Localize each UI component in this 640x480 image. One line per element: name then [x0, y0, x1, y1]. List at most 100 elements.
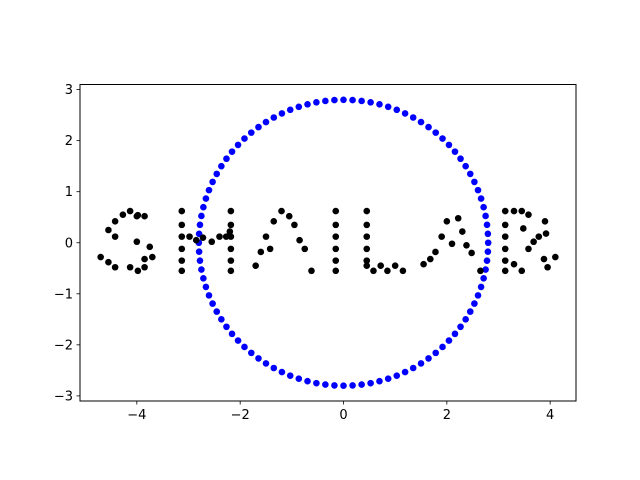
letter-point — [270, 218, 278, 225]
letter-point — [141, 263, 148, 271]
letter-point — [420, 260, 427, 268]
circle-point — [255, 355, 262, 362]
y-tick-label: −1 — [54, 287, 73, 302]
circle-point — [477, 283, 485, 291]
letter-point — [370, 267, 377, 275]
letter-point — [301, 245, 309, 253]
circle-point — [195, 248, 203, 256]
letter-point — [105, 258, 112, 266]
letter-point — [477, 267, 484, 275]
circle-point — [304, 377, 311, 385]
points-layer — [97, 96, 559, 389]
letter-point — [501, 233, 509, 240]
letter-point — [222, 233, 230, 240]
circle-point — [223, 155, 230, 163]
x-tick-label: 2 — [443, 408, 451, 423]
letter-point — [111, 263, 119, 271]
circle-point — [384, 375, 392, 382]
circle-point — [474, 292, 482, 299]
circle-point — [376, 377, 383, 385]
letter-point — [146, 243, 154, 251]
circle-point — [451, 330, 459, 338]
letter-point — [252, 262, 259, 270]
circle-point — [484, 230, 492, 238]
circle-point — [241, 343, 248, 351]
circle-point — [223, 323, 230, 331]
circle-point — [278, 110, 286, 117]
y-tick-label: 1 — [65, 185, 73, 200]
circle-point — [241, 135, 248, 142]
circle-point — [322, 381, 329, 388]
letter-point — [111, 218, 119, 225]
circle-point — [247, 349, 255, 357]
circle-point — [480, 275, 487, 282]
letter-point — [501, 207, 509, 215]
letter-point — [363, 233, 371, 240]
circle-point — [270, 114, 278, 121]
letter-point — [542, 230, 550, 237]
circle-point — [198, 212, 205, 220]
letter-point — [332, 207, 340, 215]
letter-point — [192, 236, 200, 244]
letter-point — [332, 233, 340, 240]
circle-point — [466, 308, 474, 315]
letter-point — [363, 262, 371, 270]
circle-point — [432, 349, 440, 357]
letter-point — [363, 221, 371, 229]
letter-point — [227, 245, 235, 253]
circle-point — [213, 170, 221, 178]
circle-point — [202, 283, 210, 291]
letter-point — [363, 207, 371, 215]
letter-point — [535, 233, 543, 240]
circle-point — [286, 106, 294, 114]
letter-point — [377, 262, 385, 270]
letter-point — [178, 267, 186, 275]
y-tick-label: −2 — [54, 338, 73, 353]
letter-point — [454, 214, 462, 222]
circle-point — [480, 203, 487, 211]
letter-point — [501, 221, 509, 229]
letter-point — [363, 257, 371, 264]
circle-point — [417, 118, 425, 126]
circle-point — [393, 372, 401, 379]
letter-point — [178, 221, 186, 229]
letter-point — [208, 238, 216, 246]
letter-point — [226, 228, 234, 235]
circle-point — [484, 248, 492, 256]
circle-point — [466, 170, 474, 178]
letter-point — [285, 212, 293, 220]
letter-point — [530, 238, 537, 246]
letter-point — [178, 257, 186, 264]
circle-point — [471, 178, 478, 186]
circle-point — [228, 148, 236, 155]
circle-point — [228, 330, 236, 338]
letter-point — [432, 248, 439, 256]
circle-point — [367, 379, 374, 387]
circle-point — [483, 221, 491, 229]
y-tick-label: 3 — [65, 83, 73, 98]
circle-point — [474, 186, 482, 194]
circle-point — [198, 266, 205, 273]
letter-point — [391, 262, 399, 270]
circle-point — [247, 129, 255, 136]
letter-point — [227, 257, 235, 264]
letter-point — [510, 207, 518, 215]
circle-point — [439, 135, 446, 142]
circle-point — [331, 382, 338, 389]
letter-point — [540, 255, 548, 263]
circle-point — [340, 382, 347, 389]
circle-point — [445, 141, 453, 149]
letter-point — [126, 207, 134, 215]
circle-point — [401, 368, 409, 376]
circle-point — [451, 148, 459, 155]
circle-point — [313, 379, 320, 387]
letter-point — [278, 207, 285, 215]
circle-point — [484, 239, 492, 247]
circle-point — [471, 300, 478, 307]
circle-point — [457, 155, 464, 163]
letter-point — [266, 245, 274, 253]
circle-point — [409, 114, 417, 121]
letter-point — [126, 263, 134, 271]
letter-point — [427, 255, 434, 263]
